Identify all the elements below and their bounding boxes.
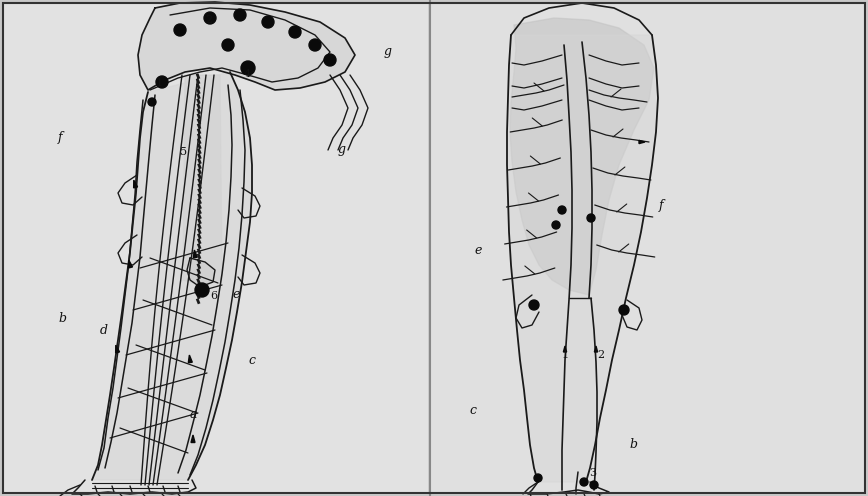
Circle shape [619, 305, 629, 315]
Circle shape [558, 206, 566, 214]
Circle shape [234, 9, 246, 21]
Text: 2: 2 [597, 350, 604, 360]
Text: 1: 1 [156, 78, 163, 88]
Polygon shape [507, 35, 658, 482]
Polygon shape [188, 355, 193, 363]
Circle shape [222, 39, 234, 51]
Polygon shape [128, 260, 133, 268]
Bar [3, 3, 427, 493]
Bar [431, 3, 865, 493]
Text: 2: 2 [205, 15, 212, 25]
Polygon shape [191, 435, 195, 442]
Text: d: d [100, 323, 108, 336]
Circle shape [204, 12, 216, 24]
Polygon shape [138, 2, 355, 90]
Circle shape [309, 39, 321, 51]
Circle shape [156, 76, 168, 88]
Text: c: c [469, 404, 476, 417]
Circle shape [241, 61, 255, 75]
Text: g: g [384, 46, 392, 59]
Text: c: c [248, 354, 255, 367]
Polygon shape [183, 75, 222, 285]
Text: b: b [629, 438, 637, 451]
Circle shape [195, 283, 209, 297]
Circle shape [324, 54, 336, 66]
Polygon shape [92, 72, 252, 480]
Polygon shape [510, 18, 654, 295]
Text: 3: 3 [589, 468, 596, 478]
Text: f: f [58, 131, 62, 144]
Polygon shape [639, 140, 645, 144]
Text: 6: 6 [210, 291, 217, 301]
Polygon shape [595, 346, 597, 352]
Polygon shape [115, 345, 120, 353]
Text: g: g [338, 143, 346, 157]
Text: 5: 5 [180, 147, 187, 157]
Polygon shape [194, 250, 197, 258]
Text: 1: 1 [562, 350, 569, 360]
Circle shape [529, 300, 539, 310]
Circle shape [590, 481, 598, 489]
Circle shape [289, 26, 301, 38]
Circle shape [148, 98, 156, 106]
Text: e: e [474, 244, 482, 256]
Circle shape [552, 221, 560, 229]
Circle shape [534, 474, 542, 482]
Text: a: a [190, 409, 198, 422]
Circle shape [587, 214, 595, 222]
Text: 4: 4 [244, 69, 251, 79]
Text: b: b [58, 311, 66, 324]
Circle shape [174, 24, 186, 36]
Polygon shape [134, 180, 137, 188]
Polygon shape [563, 346, 567, 352]
Polygon shape [187, 258, 215, 287]
Text: f: f [659, 198, 664, 211]
Circle shape [262, 16, 274, 28]
Text: e: e [232, 289, 240, 302]
Circle shape [580, 478, 588, 486]
